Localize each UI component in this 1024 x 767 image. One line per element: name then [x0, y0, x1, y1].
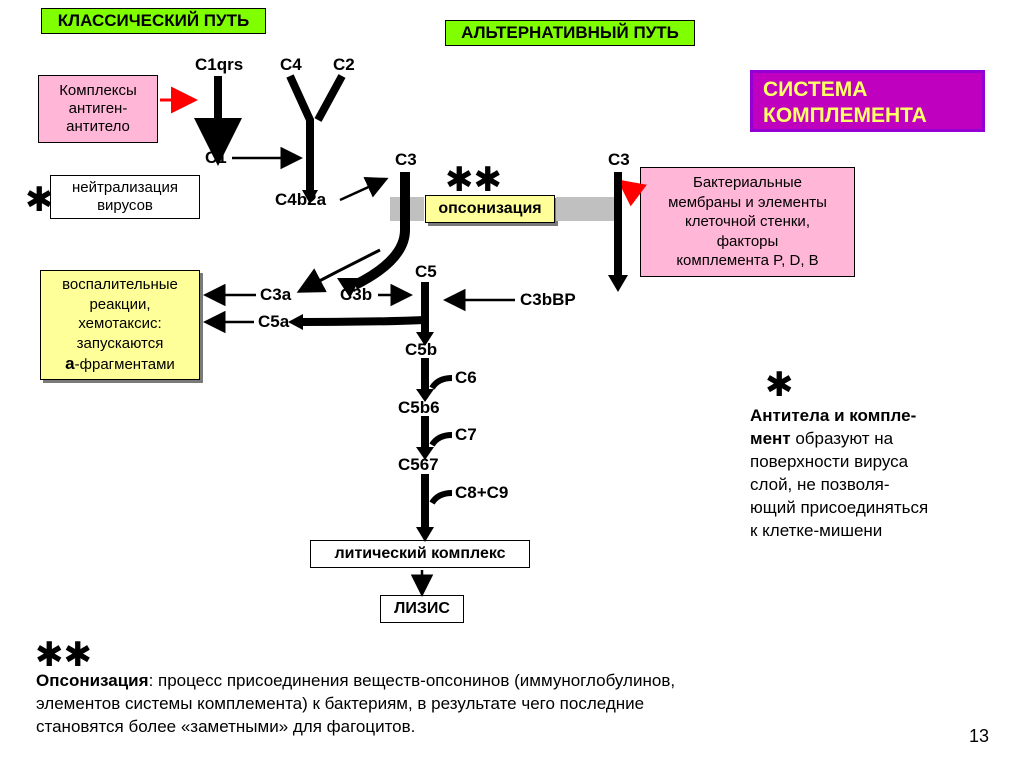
lbl-c7: C7 [455, 425, 477, 445]
lbl-c2: C2 [333, 55, 355, 75]
box-bacterial: Бактериальные мембраны и элементы клеточ… [640, 167, 855, 277]
lbl-c3b: C3b [340, 285, 372, 305]
lbl-c3-left: C3 [395, 150, 417, 170]
title-system: СИСТЕМА КОМПЛЕМЕНТА [750, 70, 985, 132]
lbl-c3-right: C3 [608, 150, 630, 170]
lbl-c1qrs: C1qrs [195, 55, 243, 75]
box-inflammatory: воспалительные реакции, хемотаксис: запу… [40, 270, 200, 380]
lbl-c5b: C5b [405, 340, 437, 360]
lbl-c5b6: C5b6 [398, 398, 440, 418]
box-lysis: ЛИЗИС [380, 595, 464, 623]
lbl-c5: C5 [415, 262, 437, 282]
inflammatory-last: -фрагментами [75, 356, 175, 373]
lbl-c3a: C3a [260, 285, 291, 305]
title-line-1: СИСТЕМА [763, 78, 867, 101]
grey-bar-right [556, 197, 614, 221]
inflammatory-main: воспалительные реакции, хемотаксис: запу… [62, 276, 178, 352]
page-number: 13 [969, 726, 989, 747]
title-line-2: КОМПЛЕМЕНТА [763, 104, 927, 127]
header-classical: КЛАССИЧЕСКИЙ ПУТЬ [41, 8, 266, 34]
box-neutralization: нейтрализация вирусов [50, 175, 200, 219]
note2: Опсонизация: процесс присоединения вещес… [36, 670, 906, 739]
lbl-c1: C1 [205, 148, 227, 168]
grey-bar-left [390, 197, 424, 221]
asterisk-note2: ✱✱ [35, 635, 92, 675]
header-alternative: АЛЬТЕРНАТИВНЫЙ ПУТЬ [445, 20, 695, 46]
note2-title: Опсонизация [36, 671, 149, 690]
lbl-c4: C4 [280, 55, 302, 75]
note1: Антитела и компле- мент образуют на пове… [750, 405, 1000, 543]
asterisk-2: ✱✱ [445, 160, 502, 200]
lbl-c5a: C5a [258, 312, 289, 332]
lbl-c8c9: C8+C9 [455, 483, 508, 503]
asterisk-note1: ✱ [765, 365, 794, 405]
lbl-c6: C6 [455, 368, 477, 388]
lbl-c4b2a: C4b2a [275, 190, 326, 210]
lbl-c567: C567 [398, 455, 439, 475]
asterisk-1: ✱ [25, 180, 54, 220]
inflammatory-a: а [65, 354, 74, 373]
box-ag-ab: Комплексы антиген- антитело [38, 75, 158, 143]
lbl-c3bbp: C3bBP [520, 290, 576, 310]
box-lytic: литический комплекс [310, 540, 530, 568]
